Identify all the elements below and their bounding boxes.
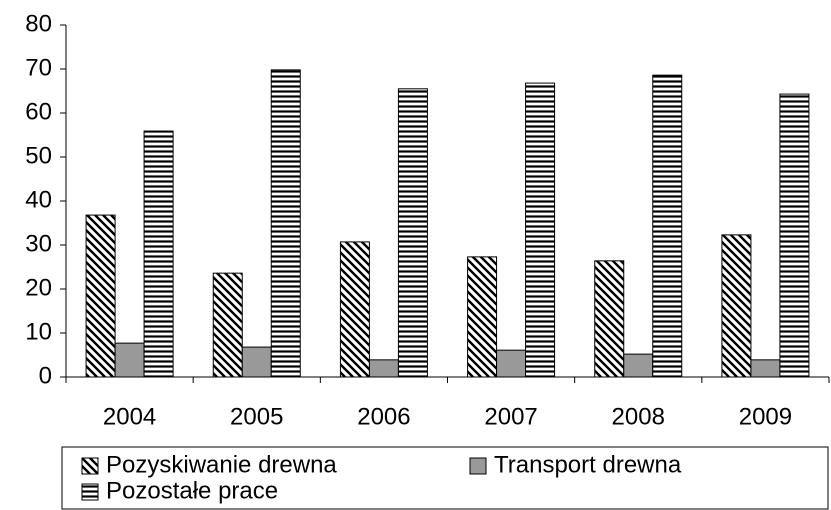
bar	[496, 349, 527, 378]
legend-swatch	[81, 457, 99, 475]
bar	[339, 241, 370, 378]
bar	[143, 130, 174, 378]
y-tick-label: 20	[25, 274, 52, 301]
x-tick-label: 2004	[103, 403, 156, 430]
x-tick-label: 2005	[230, 403, 283, 430]
y-tick-label: 60	[25, 98, 52, 125]
bar	[750, 359, 781, 378]
x-tick-label: 2008	[612, 403, 665, 430]
legend-label: Pozostałe prace	[106, 477, 278, 504]
y-tick-label: 80	[25, 10, 52, 37]
bar	[467, 256, 498, 378]
y-tick-label: 10	[25, 318, 52, 345]
legend-label: Transport drewna	[494, 451, 682, 478]
bar	[212, 272, 243, 378]
bar	[270, 69, 301, 378]
y-tick-label: 30	[25, 230, 52, 257]
x-tick-label: 2007	[484, 403, 537, 430]
y-tick-label: 0	[39, 362, 52, 389]
bar	[721, 234, 752, 378]
bar	[114, 342, 145, 378]
legend-box	[61, 446, 829, 510]
bar	[652, 74, 683, 378]
bar	[623, 353, 654, 378]
y-tick-label: 70	[25, 54, 52, 81]
bar	[241, 346, 272, 378]
bar	[397, 88, 428, 378]
bar	[368, 359, 399, 378]
x-tick-label: 2009	[739, 403, 792, 430]
y-tick-label: 50	[25, 142, 52, 169]
y-tick-label: 40	[25, 186, 52, 213]
legend-swatch	[81, 483, 99, 501]
bar	[594, 260, 625, 378]
bar	[525, 82, 556, 378]
bar	[85, 214, 116, 378]
legend-label: Pozyskiwanie drewna	[106, 451, 337, 478]
bar	[779, 93, 810, 378]
x-tick-label: 2006	[357, 403, 410, 430]
legend-swatch	[469, 457, 487, 475]
